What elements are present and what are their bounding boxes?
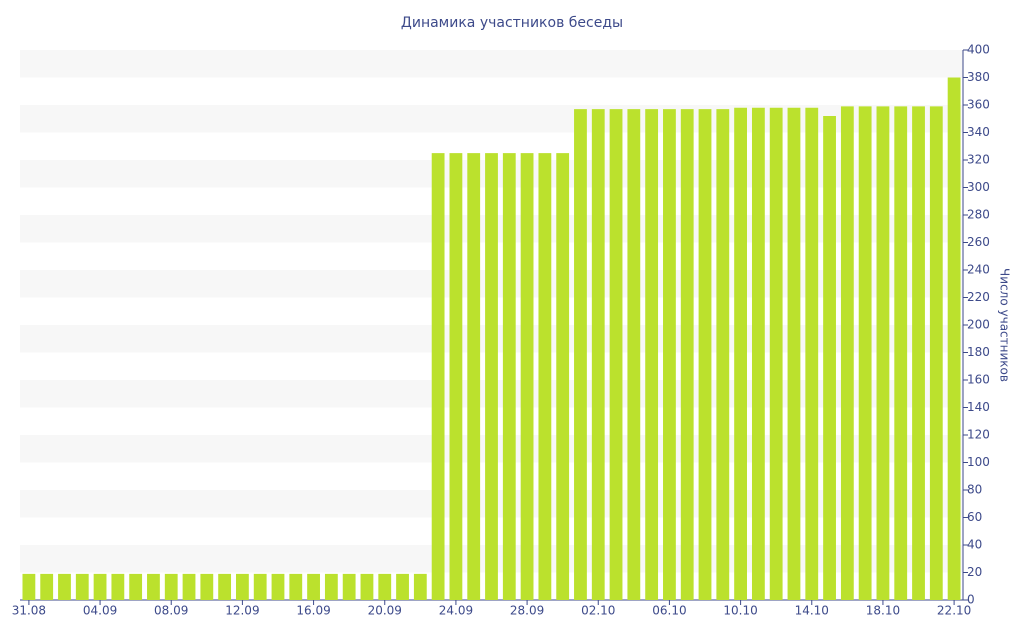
bar [289,573,303,600]
y-tick-label: 120 [967,428,990,442]
bar [805,107,819,600]
y-tick-label: 40 [967,538,982,552]
y-tick-label: 180 [967,345,990,359]
bar [324,573,338,600]
y-tick-label: 320 [967,153,990,167]
y-tick-label: 400 [967,43,990,57]
bar [698,109,712,600]
bar [271,573,285,600]
bar [627,109,641,600]
y-tick-label: 60 [967,510,982,524]
bar [751,107,765,600]
y-tick-label: 340 [967,125,990,139]
y-tick-label: 100 [967,455,990,469]
bar [253,573,267,600]
bar [556,153,570,600]
bar [396,573,409,600]
chart-title: Динамика участников беседы [401,15,623,31]
bar [307,573,320,600]
bar [378,573,392,600]
bar [485,153,498,600]
bar [111,573,125,600]
bar [716,109,730,600]
bar [858,106,872,600]
y-tick-label: 80 [967,483,982,497]
y-tick-label: 260 [967,235,990,249]
bar [147,573,160,600]
y-tick-label: 280 [967,208,990,222]
x-tick-label: 24.09 [439,604,473,618]
bar [218,573,232,600]
x-tick-label: 06.10 [652,604,686,618]
bar [929,106,943,600]
bar [574,109,587,600]
bar [663,109,676,600]
y-tick-label: 200 [967,318,990,332]
bar [680,109,694,600]
bar [769,107,783,600]
bar [431,153,445,600]
bar [502,153,516,600]
bar [876,106,890,600]
x-tick-label: 20.09 [368,604,402,618]
bar [609,109,623,600]
bar [40,573,54,600]
x-tick-label: 14.10 [795,604,829,618]
y-axis-label: Число участников [998,268,1012,382]
y-tick-label: 360 [967,98,990,112]
bar [947,77,961,600]
bar [413,573,427,600]
x-tick-label: 10.10 [723,604,757,618]
y-tick-label: 20 [967,565,982,579]
bar [840,106,854,600]
x-tick-label: 22.10 [937,604,971,618]
bar [182,573,196,600]
bar [520,153,534,600]
bar [200,573,214,600]
bar [129,573,143,600]
y-tick-label: 0 [967,593,975,607]
y-tick-label: 300 [967,180,990,194]
bar [360,573,374,600]
y-tick-label: 380 [967,70,990,84]
bar [93,573,107,600]
grid-band [20,50,963,78]
bar [449,153,463,600]
bar [75,573,89,600]
y-tick-label: 140 [967,400,990,414]
bar [342,573,356,600]
bar [467,153,481,600]
bar [236,573,249,600]
bar [823,116,836,600]
bar [912,106,925,600]
bar [164,573,178,600]
bar [591,109,605,600]
x-tick-label: 08.09 [154,604,188,618]
x-tick-label: 31.08 [12,604,46,618]
bar [894,106,908,600]
bar [734,107,747,600]
x-tick-label: 18.10 [866,604,900,618]
x-tick-label: 02.10 [581,604,615,618]
x-tick-label: 16.09 [296,604,330,618]
y-tick-label: 220 [967,290,990,304]
bar [645,109,659,600]
x-tick-label: 04.09 [83,604,117,618]
bar [58,573,71,600]
bar [538,153,552,600]
grid-band [20,105,963,133]
y-tick-label: 160 [967,373,990,387]
y-tick-label: 240 [967,263,990,277]
x-tick-label: 12.09 [225,604,259,618]
bar [22,573,36,600]
x-tick-label: 28.09 [510,604,544,618]
bar [787,107,801,600]
